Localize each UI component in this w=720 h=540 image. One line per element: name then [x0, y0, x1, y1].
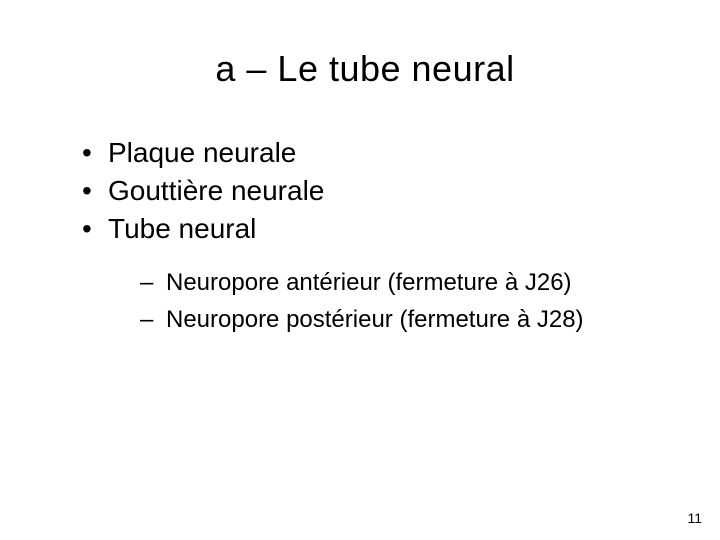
- bullet-text: Tube neural: [108, 213, 256, 244]
- sub-bullet-item: Neuropore antérieur (fermeture à J26): [140, 267, 620, 299]
- bullet-text: Plaque neurale: [108, 137, 296, 168]
- sub-bullet-item: Neuropore postérieur (fermeture à J28): [140, 304, 620, 336]
- sub-bullet-list: Neuropore antérieur (fermeture à J26) Ne…: [140, 267, 660, 336]
- slide-title: a – Le tube neural: [70, 48, 660, 90]
- bullet-item: Gouttière neurale: [80, 172, 660, 210]
- bullet-text: Gouttière neurale: [108, 175, 324, 206]
- sub-bullet-text: Neuropore antérieur (fermeture à J26): [166, 269, 572, 296]
- bullet-item: Tube neural Neuropore antérieur (fermetu…: [80, 210, 660, 337]
- bullet-item: Plaque neurale: [80, 134, 660, 172]
- main-bullet-list: Plaque neurale Gouttière neurale Tube ne…: [80, 134, 660, 336]
- page-number: 11: [687, 510, 702, 526]
- slide: a – Le tube neural Plaque neurale Goutti…: [0, 0, 720, 540]
- sub-bullet-text: Neuropore postérieur (fermeture à J28): [166, 306, 584, 333]
